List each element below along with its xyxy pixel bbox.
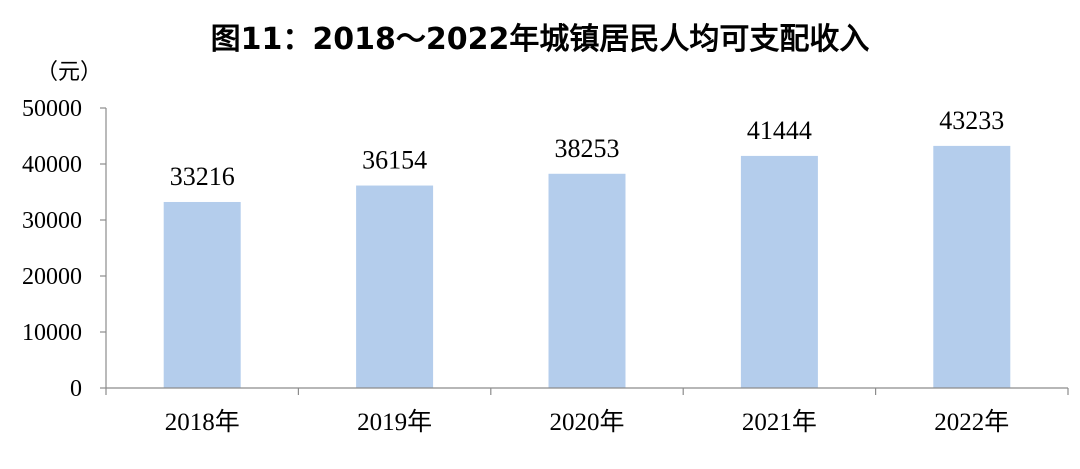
x-category-label: 2018年	[165, 408, 240, 436]
y-tick-label: 0	[70, 376, 82, 402]
bar-value-label: 36154	[362, 146, 427, 175]
bar	[740, 155, 818, 388]
y-tick-label: 10000	[22, 320, 82, 346]
y-tick-label: 50000	[22, 96, 82, 122]
chart-title: 图11：2018～2022年城镇居民人均可支配收入	[210, 22, 870, 57]
axes-layer	[100, 107, 1069, 395]
bar	[356, 185, 434, 388]
bar-value-label: 33216	[170, 162, 235, 191]
bar	[163, 201, 241, 388]
bar-value-label: 41444	[747, 116, 812, 145]
bar-value-label: 38253	[555, 134, 620, 163]
bar	[933, 145, 1011, 388]
y-tick-label: 30000	[22, 208, 82, 234]
bar-value-label: 43233	[939, 106, 1004, 135]
x-category-label: 2022年	[934, 408, 1009, 436]
y-axis-unit-label: （元）	[36, 60, 103, 85]
bars-layer	[163, 145, 1011, 388]
bar	[548, 173, 626, 388]
y-tick-label: 40000	[22, 152, 82, 178]
labels-layer: 0 10000 20000 30000 40000 50000 33216 2018年 3615…	[22, 96, 1009, 436]
x-category-label: 2020年	[549, 408, 624, 436]
y-tick-label: 20000	[22, 264, 82, 290]
x-category-label: 2021年	[742, 408, 817, 436]
x-category-label: 2019年	[357, 408, 432, 436]
